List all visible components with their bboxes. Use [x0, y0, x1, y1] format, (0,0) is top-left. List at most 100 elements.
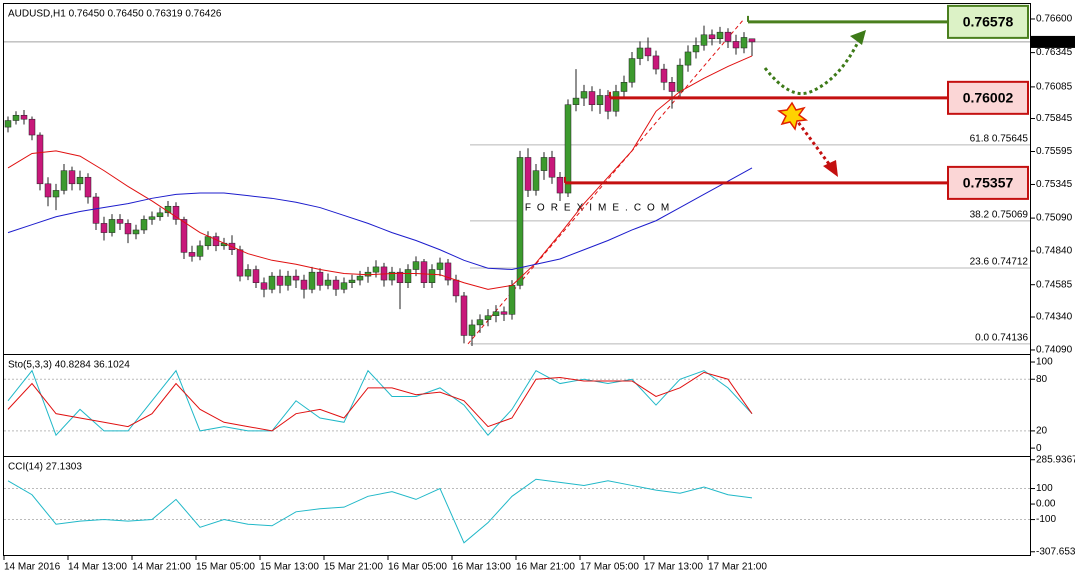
candle-body — [124, 223, 132, 235]
candle-body — [468, 324, 476, 336]
candle-body — [620, 82, 628, 92]
fib-label: 23.6 0.74712 — [970, 257, 1029, 268]
y-tick-label: 0.76345 — [1036, 47, 1073, 58]
candle-body — [500, 311, 508, 315]
candle-body — [540, 157, 548, 171]
moving-average — [7, 55, 753, 290]
candle-body — [116, 219, 124, 224]
y-tick-label: 0.76085 — [1036, 82, 1073, 93]
y-tick-label: 0.00 — [1036, 499, 1056, 510]
candle-body — [684, 51, 692, 66]
candle-body — [188, 252, 196, 257]
candle-body — [396, 271, 404, 283]
y-tick-label: 285.9367 — [1036, 454, 1075, 465]
level-label: 0.76002 — [963, 90, 1014, 106]
candle-body — [140, 219, 148, 231]
pane-title: AUDUSD,H1 0.76450 0.76450 0.76319 0.7642… — [8, 9, 222, 20]
candle-body — [44, 183, 52, 198]
candle-body — [180, 219, 188, 253]
fib-label: 61.8 0.75645 — [970, 134, 1029, 145]
moving-average — [7, 167, 753, 271]
candle-body — [12, 114, 20, 121]
candle-body — [644, 47, 652, 57]
forecast-arrows — [763, 30, 866, 177]
candle-body — [692, 45, 700, 53]
level-box — [947, 4, 1029, 39]
candle-body — [212, 236, 220, 247]
candle-body — [100, 223, 108, 233]
candle-body — [708, 34, 716, 40]
candle-body — [148, 216, 156, 220]
candle-body — [716, 31, 724, 40]
candle-body — [436, 262, 444, 270]
candle-body — [444, 262, 452, 281]
indicator-line — [7, 369, 753, 437]
price-box — [1031, 35, 1075, 48]
candle-body — [532, 170, 540, 191]
candle-body — [548, 157, 556, 178]
candle-body — [284, 275, 292, 286]
candle-body — [724, 31, 732, 42]
candle-body — [172, 205, 180, 220]
x-tick-label: 16 Mar 13:00 — [452, 562, 511, 573]
candle-body — [572, 97, 580, 105]
candle-body — [492, 311, 500, 316]
candle-body — [60, 170, 68, 191]
candle-body — [612, 91, 620, 112]
candle-body — [452, 279, 460, 297]
candle-body — [556, 176, 564, 194]
candle-body — [356, 275, 364, 281]
candle-body — [292, 275, 300, 281]
price-box-label: 0.76426 — [1035, 37, 1072, 48]
candle-body — [580, 91, 588, 99]
candle-body — [340, 282, 348, 290]
candle-body — [244, 269, 252, 277]
x-tick-label: 14 Mar 2016 — [4, 562, 61, 573]
level-label: 0.75357 — [963, 175, 1014, 191]
y-tick-label: 0.74585 — [1036, 279, 1073, 290]
y-tick-label: 20 — [1036, 426, 1048, 437]
candle-body — [628, 58, 636, 83]
candle-body — [676, 64, 684, 92]
candle-body — [748, 38, 756, 43]
fib-label: 0.0 0.74136 — [975, 333, 1028, 344]
candle-body — [28, 118, 36, 136]
x-tick-label: 17 Mar 05:00 — [580, 562, 639, 573]
candle-body — [36, 134, 44, 185]
y-tick-label: 0.74090 — [1036, 345, 1073, 356]
x-tick-label: 16 Mar 05:00 — [388, 562, 447, 573]
candle-body — [564, 104, 572, 194]
candle-body — [332, 279, 340, 290]
candle-body — [508, 285, 516, 315]
candle-body — [196, 245, 204, 257]
candle-body — [404, 269, 412, 283]
candle-body — [516, 157, 524, 286]
x-tick-label: 14 Mar 21:00 — [132, 562, 191, 573]
candle-body — [20, 114, 28, 120]
candle-body — [740, 37, 748, 49]
candle-body — [68, 170, 76, 185]
frame — [3, 3, 1031, 556]
candle-body — [84, 176, 92, 198]
candle-body — [484, 315, 492, 320]
plot-layer: 0.76600 0.76345 0.76085 0.75845 0.75595 0.753… — [3, 4, 1075, 573]
candle-body — [588, 91, 596, 105]
x-tick-label: 15 Mar 05:00 — [196, 562, 255, 573]
fib-label: 38.2 0.75069 — [970, 210, 1029, 221]
candle-body — [236, 249, 244, 277]
candle-body — [372, 266, 380, 273]
candle-body — [420, 261, 428, 283]
candle-body — [308, 271, 316, 290]
candle-body — [524, 157, 532, 191]
candle-body — [108, 219, 116, 233]
pane-title: Sto(5,3,3) 40.8284 36.1024 — [8, 360, 130, 371]
y-tick-label: 0.74340 — [1036, 312, 1073, 323]
candle-body — [660, 68, 668, 83]
x-tick-label: 14 Mar 13:00 — [68, 562, 127, 573]
y-tick-label: 100 — [1036, 357, 1053, 368]
candle-body — [604, 95, 612, 112]
candle-body — [268, 275, 276, 290]
y-tick-label: 0.76600 — [1036, 14, 1073, 25]
candle-body — [204, 236, 212, 247]
